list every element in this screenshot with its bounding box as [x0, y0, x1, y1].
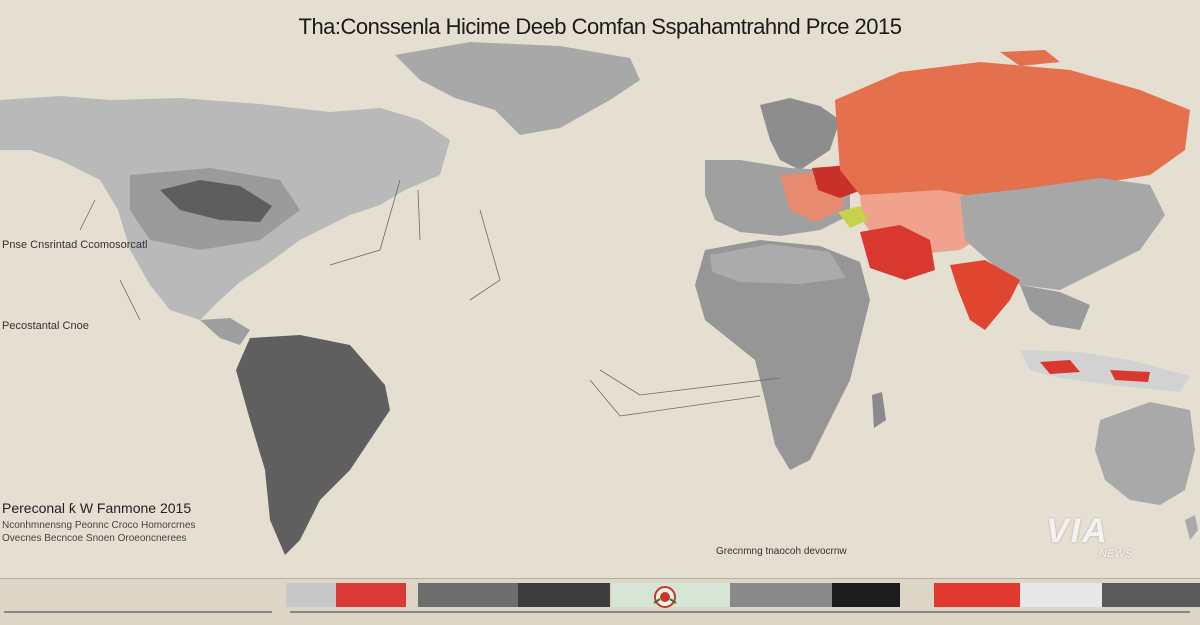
- landmass-greenland: [395, 42, 640, 135]
- region-madagascar: [872, 392, 886, 428]
- watermark-logo: VIA: [1046, 512, 1109, 550]
- region-indonesia-accent: [1040, 360, 1150, 382]
- landmass-central-america: [200, 318, 250, 345]
- annotation-leaders: [79, 179, 781, 417]
- legend-swatch: [518, 583, 610, 607]
- legend-line-2: Ovecnes Becncoe Snoen Oroeoncnerees: [2, 533, 187, 544]
- landmass-south-america: [236, 335, 390, 555]
- region-north-africa: [710, 244, 846, 284]
- emblem-icon: [653, 586, 677, 608]
- legend-swatch: [1102, 583, 1200, 607]
- legend-color-bar: [0, 578, 1200, 625]
- region-middle-east: [860, 225, 935, 280]
- legend-line-1: Nconhmnensng Peonnc Croco Homorcrnes: [2, 520, 196, 531]
- landmass-new-zealand: [1185, 515, 1198, 540]
- legend-swatch: [730, 583, 832, 607]
- legend-swatch: [418, 583, 518, 607]
- relief-rockies: [160, 180, 272, 222]
- region-russia: [835, 62, 1190, 200]
- map-title: Tha:Conssenla Hicime Deeb Comfan Sspaham…: [298, 14, 903, 39]
- legend-swatch: [336, 583, 406, 607]
- landmass-scandinavia: [760, 98, 840, 170]
- legend-swatch: [832, 583, 900, 607]
- legend-rule: [290, 611, 1190, 613]
- map-caption: Grecnmng tnaocoh devocrnw: [716, 546, 847, 557]
- legend-swatch: [934, 583, 1020, 607]
- region-indonesia: [1020, 350, 1190, 392]
- left-note-2: Pecostantal Cnoe: [2, 320, 89, 332]
- region-southeast-asia: [1020, 285, 1090, 330]
- region-india: [950, 260, 1020, 330]
- region-china: [960, 178, 1165, 290]
- landmass-africa: [695, 240, 870, 470]
- legend-rule: [4, 611, 272, 613]
- region-arctic-islands: [905, 50, 1060, 100]
- map-canvas: [0, 42, 1198, 555]
- legend-swatch: [286, 583, 336, 607]
- region-caucasus-accent: [838, 206, 868, 228]
- left-note-1: Pnse Cnsrintad Ccomosorcatl: [2, 239, 148, 251]
- legend-swatch: [1020, 583, 1102, 607]
- legend-heading: Pereconal ƙ W Fanmone 2015: [2, 500, 192, 516]
- landmass-australia: [1095, 402, 1195, 505]
- watermark-sub: .NEWS: [1096, 548, 1133, 560]
